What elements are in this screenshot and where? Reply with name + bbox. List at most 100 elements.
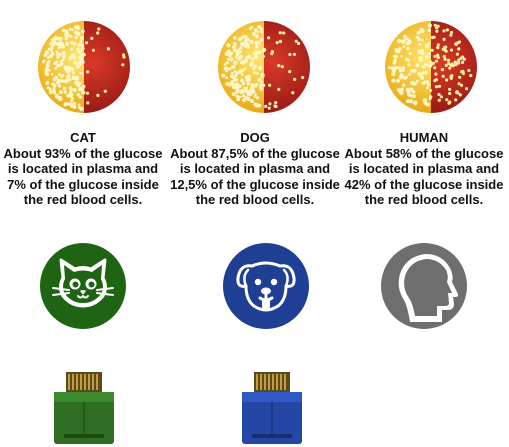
glucose-dot (82, 84, 86, 89)
glucose-dot (53, 61, 57, 65)
plasma-glucose-dots (42, 24, 86, 112)
glucose-dot (449, 30, 454, 35)
dog-caption: DOG About 87,5% of the glucose is locate… (170, 130, 340, 208)
glucose-dot (421, 38, 424, 42)
glucose-dot (246, 97, 251, 101)
glucose-dot (250, 99, 254, 104)
dog-face-icon (236, 261, 296, 312)
glucose-dot (63, 90, 67, 94)
glucose-dot (454, 98, 458, 102)
glucose-dot (424, 62, 428, 66)
glucose-dot (418, 58, 422, 61)
glucose-dot (264, 104, 268, 108)
glucose-dot (64, 67, 69, 72)
glucose-dot (465, 87, 469, 91)
glucose-dot (441, 74, 445, 78)
glucose-dot (240, 88, 244, 92)
rbc-glucose-dots (430, 23, 473, 105)
glucose-dot (436, 43, 440, 47)
glucose-dot (398, 75, 403, 80)
glucose-dot (59, 62, 64, 66)
glucose-dot (414, 82, 417, 86)
glucose-dot (408, 51, 412, 56)
glucose-dot (400, 55, 403, 58)
glucose-dot (243, 39, 248, 44)
glucose-dot (244, 35, 248, 39)
glucose-dot (91, 48, 95, 52)
glucose-dot (63, 79, 68, 84)
glucose-dot (77, 49, 82, 54)
glucose-dot (252, 71, 256, 75)
glucose-dot (245, 78, 250, 83)
glucose-dot (225, 69, 228, 73)
glucose-dot (254, 55, 259, 59)
glucose-dot (226, 43, 231, 48)
glucose-dot (64, 33, 69, 37)
glucose-dot (262, 55, 266, 58)
glucose-dot (232, 47, 237, 53)
glucose-dot (74, 80, 78, 85)
glucose-dot (232, 65, 236, 69)
glucose-dot (260, 80, 263, 84)
glucose-dot (46, 86, 50, 90)
glucose-dot (50, 45, 54, 50)
glucose-dot (235, 94, 239, 99)
glucose-dot (244, 75, 248, 79)
glucose-dot (235, 52, 240, 57)
glucose-dot (247, 46, 250, 49)
glucose-dot (236, 97, 240, 102)
glucose-dot (234, 74, 238, 78)
glucose-dot (122, 55, 126, 59)
glucose-dot (47, 47, 51, 51)
glucose-dot (68, 78, 72, 82)
glucose-dot (288, 70, 292, 74)
glucose-dot (79, 58, 84, 63)
glucose-dot (420, 75, 425, 80)
glucose-dot (62, 54, 67, 58)
glucose-dot (267, 106, 271, 110)
glucose-dot (53, 91, 56, 95)
glucose-dot (402, 34, 407, 39)
glucose-dot (437, 92, 441, 97)
glucose-dot (55, 41, 60, 46)
glucose-dot (428, 23, 432, 27)
glucose-dot (86, 101, 90, 105)
glucose-dot (419, 30, 423, 34)
glucose-dot (455, 90, 459, 95)
glucose-dot (245, 56, 248, 59)
cat-test-strip (54, 372, 114, 444)
glucose-dot (45, 80, 50, 85)
glucose-dot (406, 99, 410, 104)
glucose-dot (235, 56, 238, 59)
glucose-dot (403, 76, 407, 80)
glucose-dot (76, 32, 81, 36)
glucose-dot (57, 84, 62, 88)
glucose-dot (427, 41, 431, 45)
glucose-dot (450, 74, 454, 78)
glucose-dot (61, 58, 65, 62)
glucose-dot (416, 35, 419, 39)
glucose-dot (81, 90, 86, 95)
glucose-dot (294, 39, 298, 43)
glucose-dot (61, 28, 66, 33)
glucose-dot (254, 34, 259, 39)
glucose-dot (61, 73, 65, 77)
glucose-dot (253, 95, 256, 98)
glucose-dot (448, 66, 452, 70)
glucose-dot (77, 103, 81, 107)
glucose-dot (235, 87, 240, 92)
glucose-dot (57, 73, 61, 76)
dog-column: DOG About 87,5% of the glucose is locate… (170, 0, 340, 447)
glucose-dot (71, 75, 76, 80)
glucose-dot (391, 72, 396, 77)
glucose-dot (237, 37, 242, 42)
glucose-dot (44, 50, 49, 55)
glucose-dot (426, 86, 429, 90)
glucose-dot (399, 90, 404, 95)
glucose-dot (249, 39, 254, 44)
glucose-dot (250, 85, 255, 91)
glucose-dot (451, 64, 455, 68)
glucose-dot (46, 60, 50, 64)
glucose-dot (223, 63, 227, 66)
glucose-dot (74, 76, 79, 81)
